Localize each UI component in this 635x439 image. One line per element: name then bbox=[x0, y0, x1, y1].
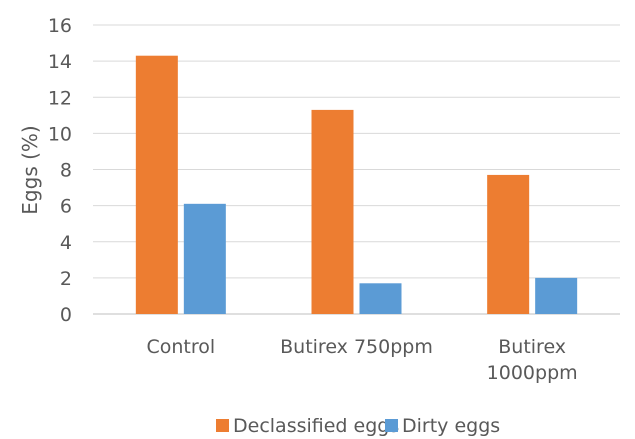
category-label: 1000ppm bbox=[487, 362, 578, 384]
bar-declassified bbox=[311, 109, 354, 314]
bars bbox=[135, 55, 578, 315]
category-label: Butirex bbox=[498, 336, 566, 358]
x-axis-categories: Control Butirex 750ppm Butirex 1000ppm bbox=[146, 336, 577, 384]
bar-declassified bbox=[135, 55, 178, 315]
y-tick-label: 2 bbox=[60, 268, 72, 290]
bar-dirty bbox=[359, 283, 402, 314]
y-tick-label: 8 bbox=[60, 160, 72, 182]
legend-label: Declassified eggs bbox=[233, 415, 399, 437]
y-tick-label: 14 bbox=[48, 51, 72, 73]
y-axis-ticks: 0 2 4 6 8 10 12 14 16 bbox=[48, 15, 72, 326]
legend: Declassified eggs Dirty eggs bbox=[216, 415, 500, 437]
y-tick-label: 0 bbox=[60, 304, 72, 326]
bar-dirty bbox=[535, 277, 578, 314]
gridlines bbox=[93, 24, 620, 315]
bar-declassified bbox=[487, 174, 530, 314]
y-tick-label: 4 bbox=[60, 232, 72, 254]
category-label: Control bbox=[146, 336, 215, 358]
y-tick-label: 12 bbox=[48, 87, 72, 109]
legend-swatch bbox=[216, 419, 229, 432]
y-axis-title: Eggs (%) bbox=[18, 125, 42, 214]
legend-label: Dirty eggs bbox=[402, 415, 500, 437]
y-tick-label: 16 bbox=[48, 15, 72, 37]
y-tick-label: 10 bbox=[48, 123, 72, 145]
y-tick-label: 6 bbox=[60, 196, 72, 218]
category-label: Butirex 750ppm bbox=[280, 336, 433, 358]
legend-swatch bbox=[385, 419, 398, 432]
bar-dirty bbox=[183, 203, 226, 314]
